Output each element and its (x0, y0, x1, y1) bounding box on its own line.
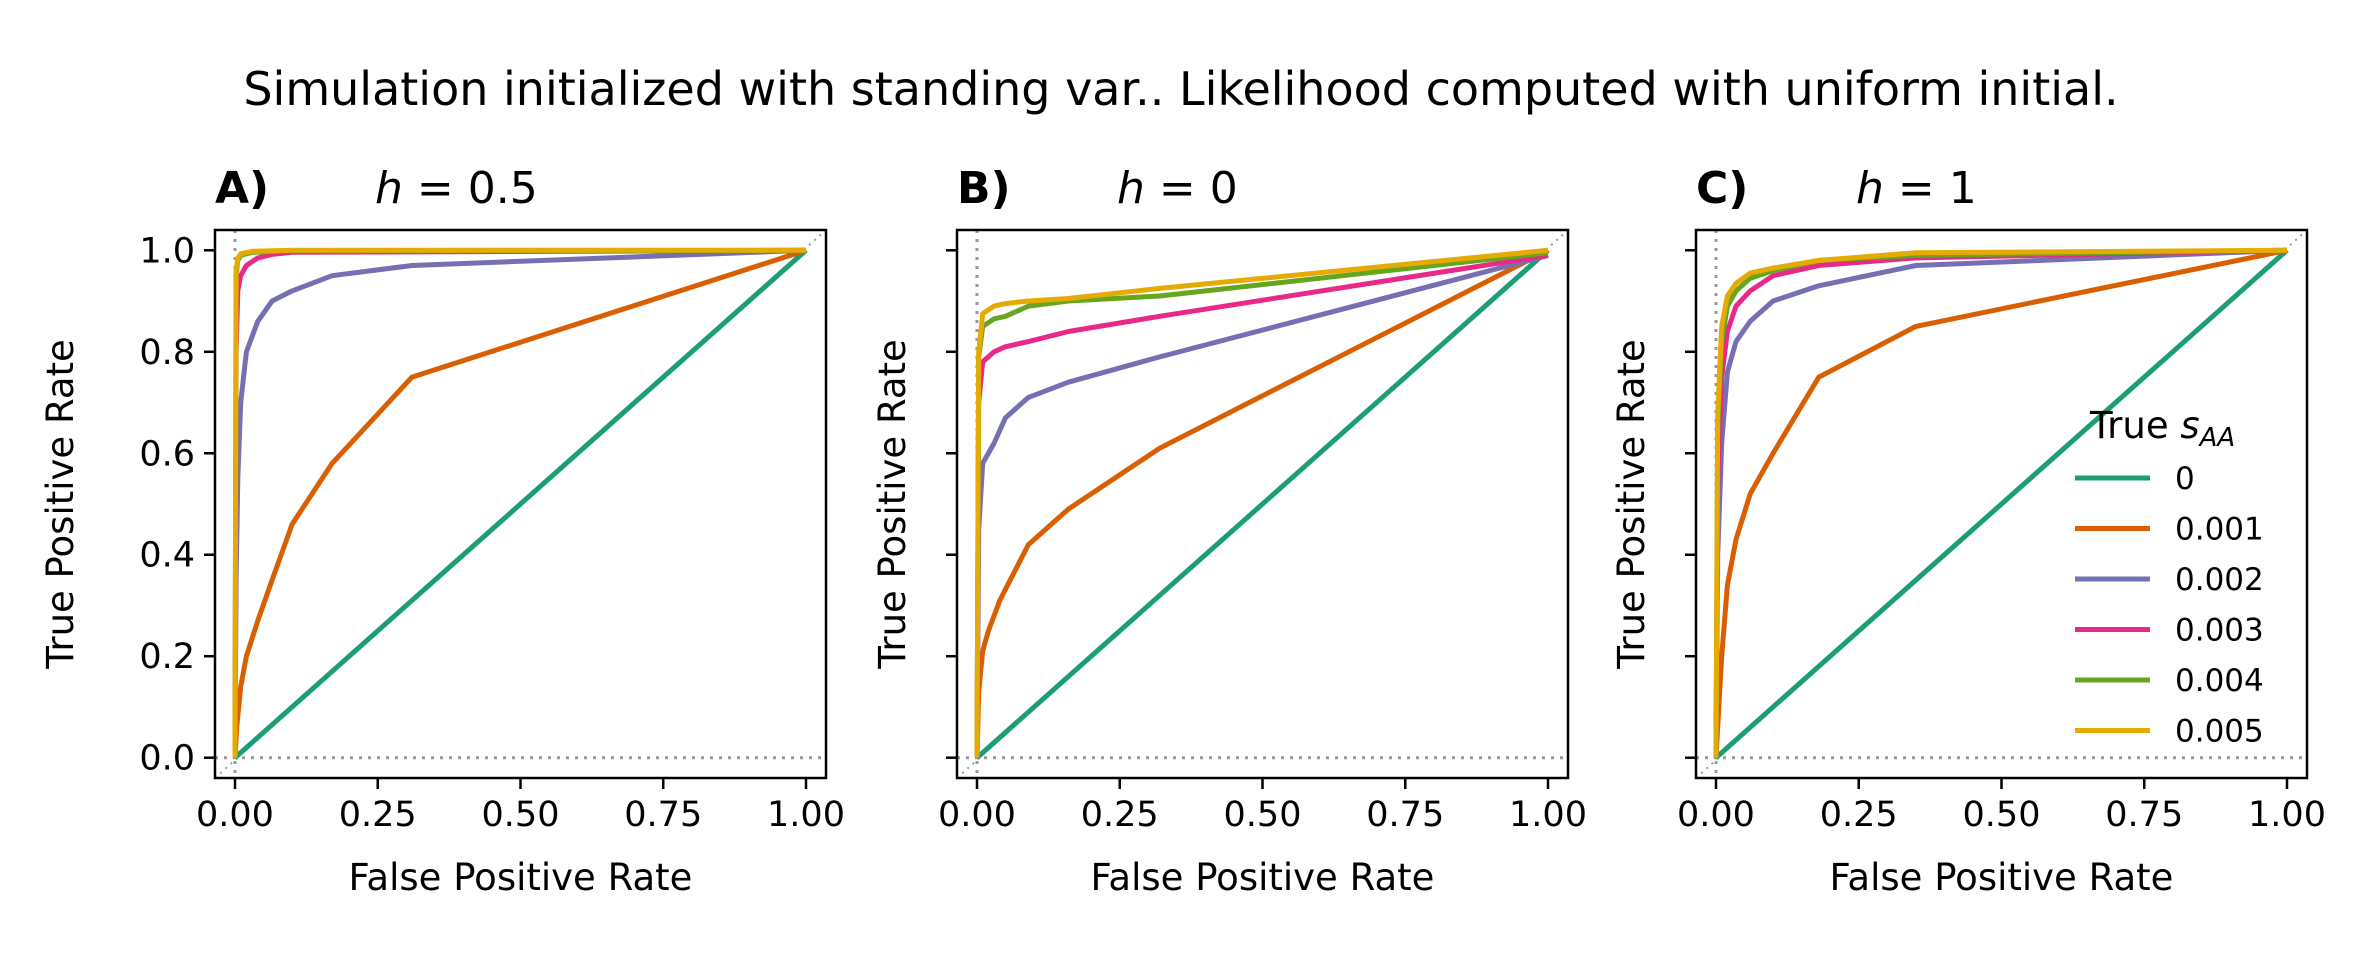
panel-title-value: = 0.5 (403, 163, 538, 214)
x-tick-label: 0.75 (2105, 795, 2183, 835)
panel-1: 0.00 0.25 0.50 0.75 1.00 0.0 0.2 0.4 0.6 0.8 1.0 Fa… (39, 163, 845, 899)
y-tick-label: 0.0 (139, 739, 195, 779)
x-tick-label: 0.00 (196, 795, 274, 835)
x-axis-label: False Positive Rate (349, 856, 693, 899)
x-tick-label: 1.00 (2248, 795, 2326, 835)
x-tick-label: 1.00 (767, 795, 845, 835)
x-tick-label: 0.50 (482, 795, 560, 835)
x-tick-label: 0.75 (624, 795, 702, 835)
x-tick-label: 0.50 (1224, 795, 1302, 835)
panel-label: B) (957, 163, 1011, 214)
legend-label: 0.005 (2175, 714, 2264, 750)
panel-title: h = 0.5 (375, 163, 538, 214)
panel-title: h = 1 (1856, 163, 1977, 214)
series-line-0 (233, 248, 808, 760)
y-tick-label: 0.2 (139, 637, 195, 677)
x-tick-label: 0.00 (938, 795, 1016, 835)
plot-area (1696, 230, 2307, 778)
panel-3: 0.00 0.25 0.50 0.75 1.00 False Positive Rate T… (1610, 163, 2326, 899)
panel-title-variable: h (1856, 163, 1884, 214)
series-line-0 (1714, 248, 2289, 760)
panel-title-value: = 0 (1145, 163, 1238, 214)
panel-title-variable: h (375, 163, 403, 214)
series-line-0.005 (1713, 247, 2288, 758)
y-tick-label: 0.8 (139, 333, 195, 373)
plot-area (215, 230, 826, 778)
plot-area (957, 230, 1568, 778)
panel-title-value: = 1 (1884, 163, 1977, 214)
legend: True sAA 0 0.001 0.002 0.003 0.004 0.005 (2075, 404, 2264, 750)
y-axis-label: True Positive Rate (1610, 339, 1653, 670)
series-line-0.005 (974, 247, 1549, 758)
series-line-0 (975, 248, 1550, 760)
series-line-0.001 (232, 247, 807, 758)
y-axis-label: True Positive Rate (871, 339, 914, 670)
y-axis-label: True Positive Rate (39, 339, 82, 670)
y-tick-label: 0.6 (139, 434, 195, 474)
x-tick-label: 0.25 (339, 795, 417, 835)
panel-title-variable: h (1117, 163, 1145, 214)
panel-label: C) (1696, 163, 1748, 214)
series-line-0.001 (1713, 247, 2288, 758)
y-tick-label: 1.0 (139, 231, 195, 271)
x-axis-label: False Positive Rate (1830, 856, 2174, 899)
x-tick-label: 0.50 (1963, 795, 2041, 835)
legend-title: True sAA (2089, 404, 2235, 453)
panel-label: A) (215, 163, 269, 214)
figure-title: Simulation initialized with standing var… (243, 62, 2119, 116)
x-tick-label: 0.00 (1677, 795, 1755, 835)
panel-2: 0.00 0.25 0.50 0.75 1.00 False Positive Rate T… (871, 163, 1587, 899)
legend-label: 0.004 (2175, 663, 2264, 699)
legend-label: 0.002 (2175, 562, 2264, 598)
x-tick-label: 1.00 (1509, 795, 1587, 835)
y-tick-label: 0.4 (139, 536, 195, 576)
x-tick-label: 0.75 (1366, 795, 1444, 835)
legend-label: 0.003 (2175, 613, 2264, 649)
x-tick-label: 0.25 (1820, 795, 1898, 835)
x-axis-label: False Positive Rate (1091, 856, 1435, 899)
legend-label: 0 (2175, 461, 2195, 497)
legend-label: 0.001 (2175, 512, 2264, 548)
x-tick-label: 0.25 (1081, 795, 1159, 835)
series-line-0.005 (232, 247, 806, 758)
panel-title: h = 0 (1117, 163, 1238, 214)
